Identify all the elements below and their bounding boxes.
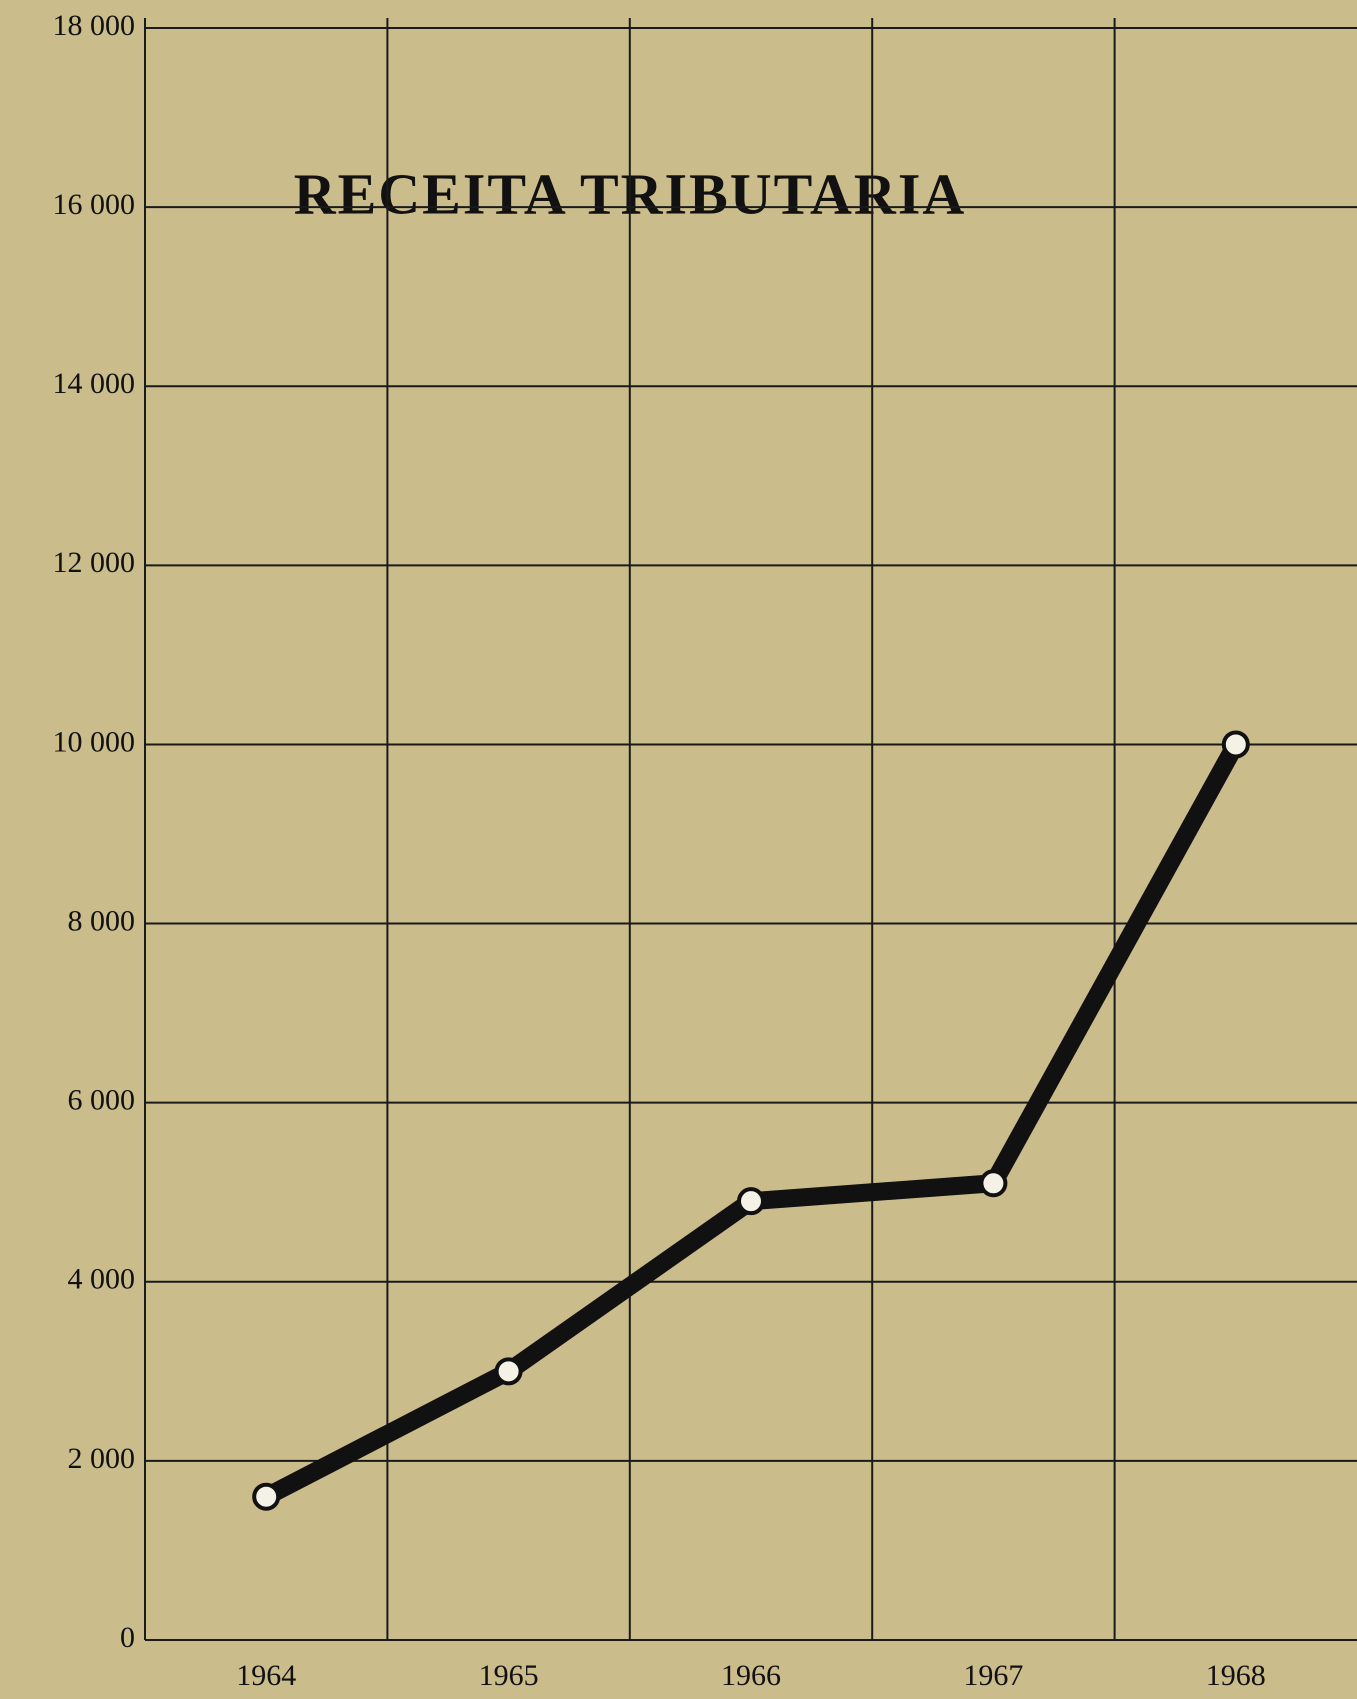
y-tick-label: 2 000 xyxy=(68,1442,136,1475)
y-tick-label: 8 000 xyxy=(68,904,136,937)
data-point xyxy=(737,1187,765,1216)
y-tick-label: 6 000 xyxy=(68,1084,136,1117)
y-tick-label: 0 xyxy=(120,1621,135,1654)
data-point xyxy=(1221,730,1250,759)
y-tick-label: 16 000 xyxy=(53,188,136,221)
data-point xyxy=(979,1169,1008,1198)
y-tick-label: 4 000 xyxy=(68,1263,136,1296)
y-tick-label: 12 000 xyxy=(53,546,136,579)
data-point xyxy=(252,1482,281,1511)
x-tick-label: 1967 xyxy=(963,1659,1023,1692)
x-tick-label: 1968 xyxy=(1206,1659,1266,1692)
y-tick-label: 10 000 xyxy=(53,725,136,758)
x-tick-label: 1964 xyxy=(236,1659,296,1692)
x-tick-label: 1965 xyxy=(479,1659,539,1692)
y-tick-label: 18 000 xyxy=(53,9,136,42)
y-tick-label: 14 000 xyxy=(53,367,136,400)
data-point xyxy=(494,1357,523,1386)
x-tick-label: 1966 xyxy=(721,1659,781,1692)
